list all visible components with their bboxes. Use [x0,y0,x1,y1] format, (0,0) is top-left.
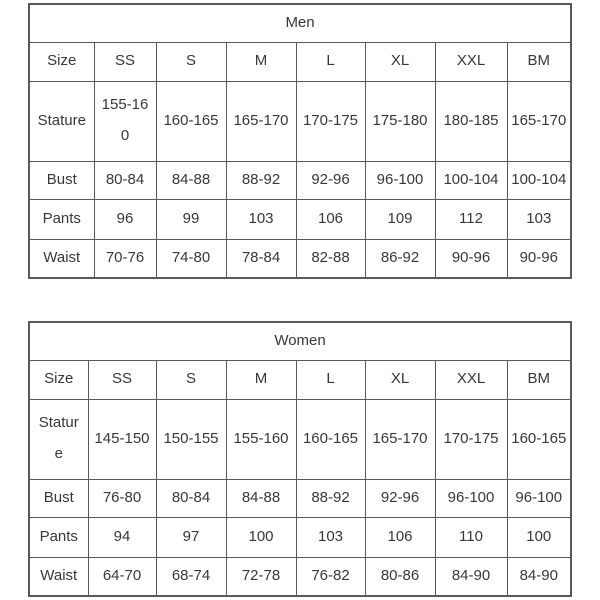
row-label: Bust [28,478,89,518]
table-cell: 112 [434,198,508,240]
table-cell: 84-90 [434,556,508,597]
column-header: M [225,359,297,400]
table-cell: 80-86 [364,556,436,597]
table-row: Bust 76-80 80-84 84-88 88-92 92-96 96-100 96-10… [28,478,572,518]
table-cell: 165-170 [364,398,436,480]
table-cell: 96-100 [434,478,508,518]
size-header-row: Size SS S M L XL XXL BM [28,41,572,82]
table-cell: 94 [87,516,157,558]
column-header: L [295,41,366,82]
table-cell: 88-92 [295,478,366,518]
table-cell: 100-104 [434,160,508,200]
column-header: XL [364,41,436,82]
table-cell: 103 [295,516,366,558]
column-header: XXL [434,41,508,82]
row-label: Statur e [28,398,89,480]
table-cell: 82-88 [295,238,366,279]
table-cell: 72-78 [225,556,297,597]
table-cell: 74-80 [155,238,227,279]
table-cell: 165-170 [506,80,572,162]
column-header: XL [364,359,436,400]
row-label: Stature [28,80,95,162]
table-cell: 99 [155,198,227,240]
table-cell: 106 [295,198,366,240]
column-header: SS [87,359,157,400]
table-cell: 80-84 [155,478,227,518]
column-header: SS [93,41,157,82]
table-cell: 106 [364,516,436,558]
table-cell: 76-80 [87,478,157,518]
table-cell: 175-180 [364,80,436,162]
table-cell: 180-185 [434,80,508,162]
women-table-body: Women Size SS S M L XL XXL BM Statur e 145-150 150… [28,321,572,597]
column-header: BM [506,359,572,400]
table-cell: 96-100 [506,478,572,518]
table-cell: 90-96 [506,238,572,279]
column-header: L [295,359,366,400]
row-label: Size [28,359,89,400]
table-cell: 84-88 [225,478,297,518]
table-row: Statur e 145-150 150-155 155-160 160-165 165-… [28,398,572,480]
table-cell: 155-16 0 [93,80,157,162]
table-row: Bust 80-84 84-88 88-92 92-96 96-100 100-104 100… [28,160,572,200]
table-cell: 88-92 [225,160,297,200]
table-cell: 97 [155,516,227,558]
women-size-table: Women Size SS S M L XL XXL BM Statur e 145-150 150… [28,321,573,597]
table-cell: 150-155 [155,398,227,480]
table-cell: 100-104 [506,160,572,200]
table-cell: 160-165 [155,80,227,162]
column-header: S [155,359,227,400]
table-row: Pants 94 97 100 103 106 110 100 [28,516,572,558]
table-cell: 76-82 [295,556,366,597]
size-header-row: Size SS S M L XL XXL BM [28,359,572,400]
table-cell: 145-150 [87,398,157,480]
table-cell: 170-175 [295,80,366,162]
column-header: S [155,41,227,82]
table-cell: 80-84 [93,160,157,200]
table-cell: 100 [506,516,572,558]
table-row: Waist 70-76 74-80 78-84 82-88 86-92 90-96 90-96 [28,238,572,279]
table-title: Men [28,3,572,43]
table-cell: 103 [225,198,297,240]
men-title-row: Men [28,3,572,43]
table-cell: 165-170 [225,80,297,162]
table-cell: 100 [225,516,297,558]
table-cell: 160-165 [506,398,572,480]
table-row: Stature 155-16 0 160-165 165-170 170-175 175-… [28,80,572,162]
table-cell: 90-96 [434,238,508,279]
column-header: XXL [434,359,508,400]
table-cell: 96-100 [364,160,436,200]
table-cell: 110 [434,516,508,558]
table-title: Women [28,321,572,361]
row-label: Bust [28,160,95,200]
women-title-row: Women [28,321,572,361]
men-table-body: Men Size SS S M L XL XXL BM Stature 155-16 0 160-1… [28,3,572,279]
row-label: Size [28,41,95,82]
column-header: BM [506,41,572,82]
table-row: Waist 64-70 68-74 72-78 76-82 80-86 84-90 84-90 [28,556,572,597]
table-cell: 86-92 [364,238,436,279]
table-cell: 160-165 [295,398,366,480]
table-cell: 78-84 [225,238,297,279]
men-size-table: Men Size SS S M L XL XXL BM Stature 155-16 0 160-1… [28,3,573,279]
table-cell: 170-175 [434,398,508,480]
table-cell: 92-96 [295,160,366,200]
row-label: Waist [28,556,89,597]
row-label: Waist [28,238,95,279]
row-label: Pants [28,198,95,240]
table-cell: 96 [93,198,157,240]
table-cell: 109 [364,198,436,240]
row-label: Pants [28,516,89,558]
column-header: M [225,41,297,82]
table-cell: 70-76 [93,238,157,279]
table-cell: 103 [506,198,572,240]
table-cell: 92-96 [364,478,436,518]
table-cell: 64-70 [87,556,157,597]
table-row: Pants 96 99 103 106 109 112 103 [28,198,572,240]
table-cell: 155-160 [225,398,297,480]
table-cell: 84-88 [155,160,227,200]
table-cell: 84-90 [506,556,572,597]
table-cell: 68-74 [155,556,227,597]
